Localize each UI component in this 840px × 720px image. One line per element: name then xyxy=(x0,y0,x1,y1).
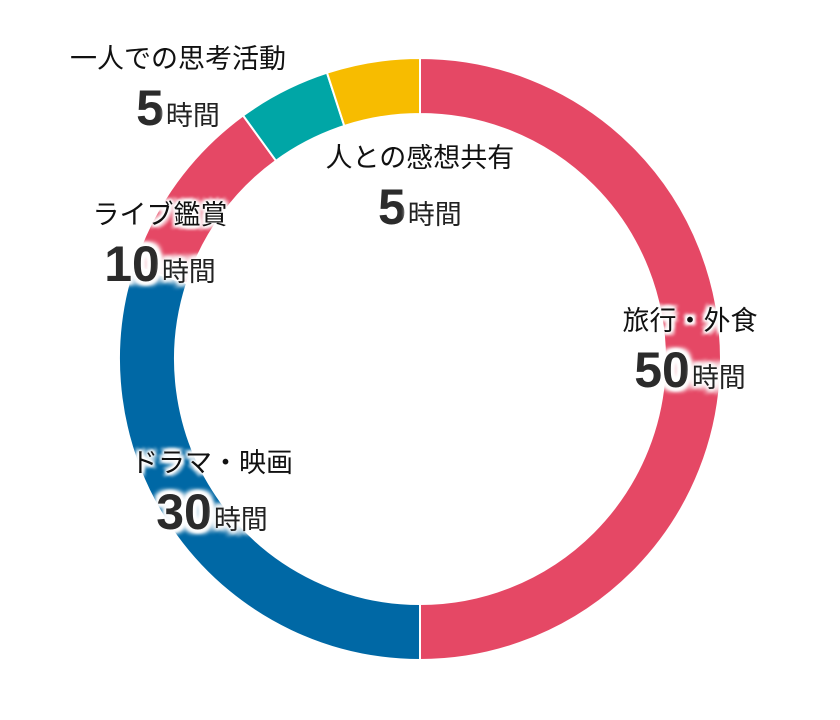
slice-value-unit: 時間 xyxy=(407,200,462,231)
slice-label-name: ドラマ・映画 xyxy=(131,448,293,479)
slice-label-value: 5時間 xyxy=(70,79,286,149)
slice-label-name: 人との感想共有 xyxy=(325,143,515,174)
donut-slices xyxy=(118,56,722,662)
slice-value-number: 5 xyxy=(377,179,406,235)
slice-label-name: ライブ鑑賞 xyxy=(92,200,228,231)
slice-value-number: 50 xyxy=(634,342,690,398)
slice-label-value: 10時間 xyxy=(93,235,228,305)
slice-value-unit: 時間 xyxy=(213,505,268,536)
slice-label-value: 30時間 xyxy=(131,483,293,553)
slice-label-solo-thinking: 一人での思考活動 5時間 xyxy=(70,43,286,149)
slice-value-number: 5 xyxy=(136,80,164,136)
donut-slice xyxy=(419,56,722,662)
slice-label-name: 旅行・外食 xyxy=(622,306,758,337)
slice-value-unit: 時間 xyxy=(165,101,220,132)
slice-label-sharing-impressions: 人との感想共有 5時間 xyxy=(326,142,515,248)
slice-value-unit: 時間 xyxy=(691,363,746,394)
slice-value-number: 30 xyxy=(156,484,212,540)
slice-label-drama-movies: ドラマ・映画 30時間 xyxy=(131,447,293,553)
slice-label-value: 50時間 xyxy=(623,341,758,411)
slice-label-value: 5時間 xyxy=(326,178,515,248)
donut-slice xyxy=(325,56,421,128)
slice-value-unit: 時間 xyxy=(161,257,216,288)
slice-label-live-concerts: ライブ鑑賞 10時間 xyxy=(93,199,228,305)
slice-label-travel-dining: 旅行・外食 50時間 xyxy=(623,305,758,411)
slice-value-number: 10 xyxy=(104,236,160,292)
slice-label-name: 一人での思考活動 xyxy=(70,44,286,75)
